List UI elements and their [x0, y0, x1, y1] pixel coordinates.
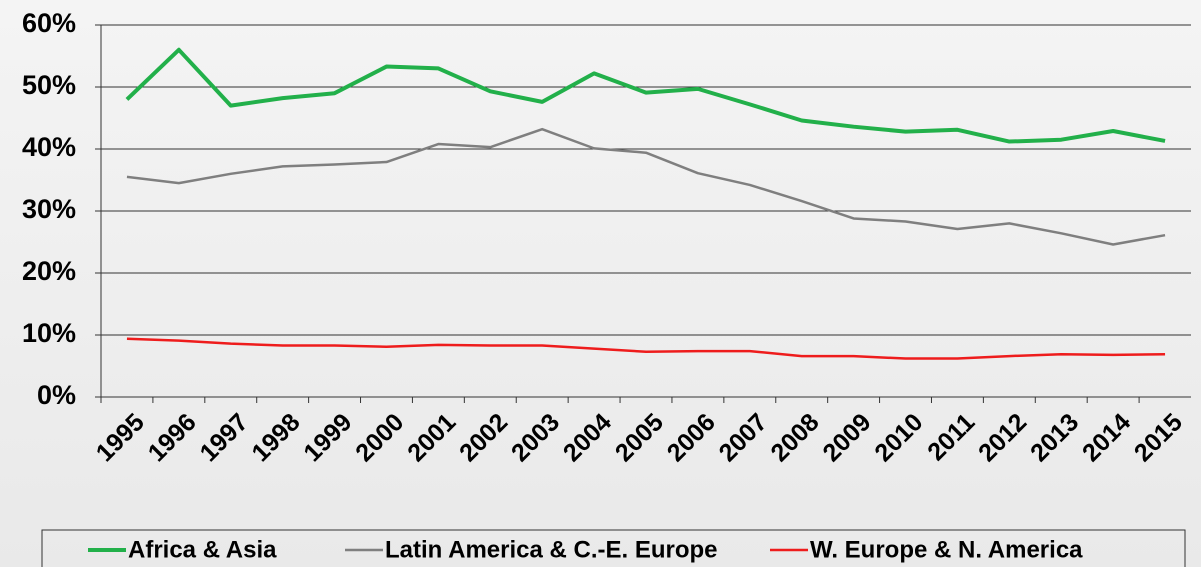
y-tick-label: 0%: [37, 380, 76, 410]
x-tick-label: 2012: [973, 408, 1032, 467]
y-tick-label: 20%: [22, 256, 76, 286]
y-tick-label: 10%: [22, 318, 76, 348]
legend-label: Latin America & C.-E. Europe: [385, 536, 718, 563]
x-tick-label: 2014: [1077, 408, 1136, 467]
legend-box: [41, 529, 1186, 567]
y-tick-label: 50%: [22, 70, 76, 100]
x-tick-label: 2008: [765, 408, 824, 467]
y-tick-label: 30%: [22, 194, 76, 224]
x-tick-label: 2000: [350, 408, 409, 467]
x-tick-label: 1995: [91, 408, 150, 467]
legend-label: Africa & Asia: [128, 536, 277, 563]
x-tick-label: 2010: [869, 408, 928, 467]
x-tick-label: 1998: [246, 408, 305, 467]
x-tick-label: 2002: [454, 408, 513, 467]
series-line: [126, 127, 1166, 246]
x-tick-label: 1999: [298, 408, 357, 467]
x-tick-label: 2004: [558, 408, 617, 467]
legend-label: W. Europe & N. America: [810, 536, 1083, 563]
x-tick-label: 1996: [143, 408, 202, 467]
x-tick-label: 2015: [1129, 408, 1188, 467]
y-tick-label: 60%: [22, 8, 76, 38]
x-tick-label: 2009: [817, 408, 876, 467]
x-tick-label: 2006: [662, 408, 721, 467]
x-tick-label: 2011: [922, 408, 980, 466]
y-tick-label: 40%: [22, 132, 76, 162]
x-tick-label: 1997: [195, 408, 254, 467]
x-tick-label: 2013: [1025, 408, 1084, 467]
x-tick-label: 2003: [506, 408, 565, 467]
x-tick-label: 2005: [610, 408, 669, 467]
x-tick-label: 2001: [402, 408, 461, 467]
series-line: [125, 47, 1166, 144]
series-line: [126, 337, 1166, 360]
x-tick-label: 2007: [714, 408, 773, 467]
